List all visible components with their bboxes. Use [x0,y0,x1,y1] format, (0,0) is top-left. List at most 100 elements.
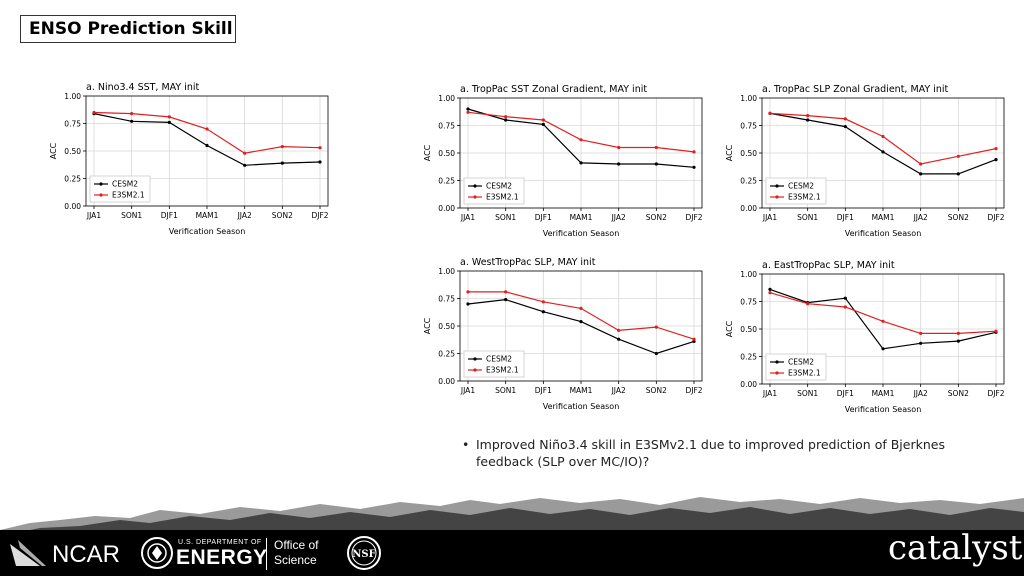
x-axis-label: Verification Season [543,229,620,238]
x-tick-label: JJA2 [611,386,626,395]
y-tick-label: 1.00 [740,94,757,103]
data-point [956,331,960,335]
x-tick-label: JJA1 [460,213,475,222]
doe-energy-label: ENERGY [176,546,268,569]
legend-marker [99,193,103,197]
x-tick-label: DJF1 [161,211,178,220]
data-point [919,172,923,176]
x-tick-label: SON2 [272,211,293,220]
x-tick-label: JJA1 [460,386,475,395]
data-point [617,328,621,332]
x-tick-label: SON2 [646,386,667,395]
x-axis-label: Verification Season [845,229,922,238]
data-point [243,163,247,167]
plot-frame [459,270,703,382]
x-tick-label: MAM1 [570,213,593,222]
data-point [806,114,810,118]
y-tick-label: 0.50 [438,322,455,331]
office-line-2: Science [274,553,317,567]
plot-frame [761,97,1005,209]
data-point [881,319,885,323]
y-tick-label: 1.00 [438,267,455,276]
chart-troppac-sst-gradient: a. TropPac SST Zonal Gradient, MAY init 0… [414,80,706,240]
x-tick-label: DJF2 [987,389,1004,398]
data-point [617,162,621,166]
x-tick-label: SON1 [797,213,818,222]
data-point [243,151,247,155]
y-tick-label: 0.75 [64,120,81,129]
data-point [92,110,96,115]
data-point [919,331,923,335]
x-tick-label: DJF2 [311,211,328,220]
chart-title: a. WestTropPac SLP, MAY init [460,257,596,268]
data-point [205,127,209,131]
x-tick-label: DJF1 [535,386,552,395]
slide-title: ENSO Prediction Skill [20,15,236,43]
footer-band [0,530,1024,576]
x-tick-label: SON1 [797,389,818,398]
chart-svg: a. Nino3.4 SST, MAY init 0.00 0.25 0.50 0.75… [49,82,329,236]
logo-divider [266,538,267,570]
x-axis-label: Verification Season [543,402,620,411]
data-point [280,161,284,165]
data-point [843,125,847,129]
y-tick-label: 1.00 [64,92,81,101]
data-point [541,300,545,304]
legend-marker [473,368,477,372]
data-point [956,339,960,343]
y-tick-label: 0.50 [438,149,455,158]
bullet-text: Improved Niño3.4 skill in E3SMv2.1 due t… [462,436,976,470]
y-tick-label: 0.50 [740,149,757,158]
x-tick-label: JJA2 [237,211,252,220]
x-tick-label: SON1 [495,213,516,222]
y-tick-label: 0.25 [438,350,455,359]
x-tick-label: SON2 [948,213,969,222]
data-point [692,339,696,343]
legend-marker [775,360,779,364]
y-tick-label: 0.00 [438,204,455,213]
legend-box [765,177,827,205]
chart-svg: a. TropPac SLP Zonal Gradient, MAY init 0… [725,84,1005,238]
nsf-logo-text: NSF [352,549,375,560]
x-axis-label: Verification Season [845,405,922,414]
catalyst-logo: catalyst [888,528,1023,568]
legend-label: CESM2 [486,182,512,191]
data-point [768,111,772,115]
y-tick-label: 0.00 [740,380,757,389]
x-tick-label: MAM1 [872,213,895,222]
data-point [654,162,658,166]
y-tick-label: 0.00 [438,377,455,386]
data-point [617,337,621,341]
x-tick-label: MAM1 [196,211,219,220]
chart-title: a. TropPac SLP Zonal Gradient, MAY init [762,84,949,95]
data-point [466,107,470,111]
chart-svg: a. EastTropPac SLP, MAY init 0.00 0.25 0.50… [725,260,1005,414]
y-tick-label: 0.00 [64,202,81,211]
y-tick-label: 0.75 [438,295,455,304]
y-tick-label: 0.50 [64,147,81,156]
legend-marker [473,357,477,361]
legend-label: CESM2 [112,180,138,189]
doe-dept-label: U.S. DEPARTMENT OF [178,539,262,546]
ncar-logo-icon [10,540,46,566]
doe-seal-icon [141,537,173,569]
legend-label: E3SM2.1 [112,191,145,200]
data-point [881,150,885,154]
x-tick-label: DJF2 [987,213,1004,222]
legend-box [89,175,151,203]
data-point [579,320,583,324]
y-tick-label: 0.75 [740,298,757,307]
data-point [654,145,658,150]
x-tick-label: JJA2 [913,213,928,222]
legend-label: E3SM2.1 [788,193,821,202]
data-point [466,290,470,294]
chart-easttroppac-slp: a. EastTropPac SLP, MAY init 0.00 0.25 0.50… [716,256,1008,416]
data-point [956,172,960,176]
y-tick-label: 1.00 [438,94,455,103]
y-tick-label: 0.25 [438,177,455,186]
plot-frame [761,273,1005,385]
data-point [504,290,508,294]
data-point [167,120,171,124]
data-point [617,145,621,150]
legend-marker [473,184,477,188]
